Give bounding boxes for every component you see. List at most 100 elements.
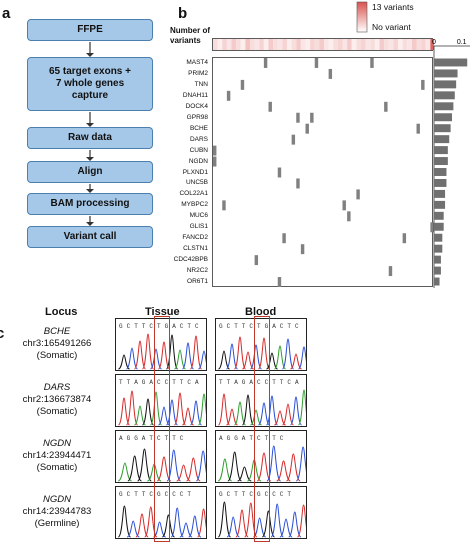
gene-label: COL22A1	[179, 190, 208, 198]
panel-label-a: a	[2, 5, 11, 22]
tissue-trace-chromatogram: G C T T C T G A C T C	[118, 323, 206, 370]
panel-label-b: b	[178, 5, 188, 22]
variant-count-cell	[259, 39, 264, 50]
trace-peak	[182, 407, 194, 426]
blood-trace: A G G A T C T T C	[215, 430, 307, 483]
sequence-text: G C T T C T G A C T C	[219, 323, 299, 330]
variant-cell	[416, 123, 420, 134]
trace-peak	[297, 346, 306, 370]
variant-count-cell	[305, 39, 311, 50]
tissue-trace-chromatogram: G C T T C G C C C T	[117, 491, 206, 538]
trace-peak	[253, 517, 267, 538]
trace-peak	[133, 340, 147, 370]
trace-peak	[297, 389, 306, 426]
variant-cell	[277, 167, 282, 178]
variant-cell	[213, 145, 217, 156]
legend-top-label: 13 variants	[372, 2, 414, 12]
trace-peak	[257, 402, 271, 426]
locus-gene: BCHE	[43, 326, 71, 337]
variant-count-cell	[314, 39, 320, 50]
gene-label: GPR98	[186, 113, 208, 121]
trace-peak	[241, 394, 255, 426]
variant-cell	[300, 244, 305, 255]
gene-label: DNAH11	[182, 91, 208, 99]
trace-peak	[270, 503, 284, 538]
bar-plxnd1	[434, 168, 447, 176]
tissue-trace-chromatogram: A G G A T C T T C	[117, 435, 206, 482]
trace-peak	[281, 338, 295, 370]
bar-bche	[434, 124, 451, 133]
locus-info: NGDN chr14:23944471 (Somatic)	[12, 438, 102, 474]
tissue-trace-chromatogram: T T A G A C C T T C A	[117, 379, 206, 426]
variant-count-cell	[416, 39, 422, 50]
trace-peak	[237, 466, 252, 482]
blood-trace-chromatogram: G C T T C T G A C T C	[218, 323, 306, 370]
sequence-text: A G G A T C T T C	[219, 435, 284, 442]
gene-label: BCHE	[189, 124, 208, 132]
trace-peak	[197, 393, 206, 426]
trace-peak	[227, 451, 242, 482]
bar-col22a1	[434, 189, 446, 198]
trace-peak	[186, 457, 201, 482]
trace-peak	[176, 464, 191, 482]
flow-step-2: 65 target exons + 7 whole genes capture	[27, 57, 153, 111]
variant-count-cell	[236, 39, 241, 50]
tissue-header: Tissue	[145, 306, 180, 318]
bar-cubn	[434, 146, 448, 155]
variant-cell	[430, 222, 434, 233]
variant-count-cell	[254, 39, 260, 50]
locus-coord: chr14:23944471	[22, 450, 92, 461]
bar-or6t1	[434, 277, 440, 286]
blood-trace-chromatogram: G C T T C G C C C T	[217, 491, 306, 538]
variant-cell	[222, 200, 226, 211]
bar-mybpc2	[434, 200, 446, 209]
variant-count-cell	[411, 39, 417, 50]
sequence-text: G C T T C T G A C T C	[119, 323, 199, 330]
flow-arrowhead-2	[86, 123, 94, 127]
locus-coord: chr3:165491266	[22, 338, 92, 349]
trace-peak	[118, 354, 130, 370]
variant-count-cell	[300, 39, 306, 50]
trace-peak	[158, 406, 170, 426]
tissue-trace: T T A G A C C T T C A	[115, 374, 207, 427]
gene-label: NR2C2	[186, 267, 208, 275]
trace-peak	[295, 446, 306, 482]
trace-peak	[127, 455, 142, 482]
locus-gene: DARS	[43, 382, 71, 393]
variant-cell	[213, 156, 217, 167]
trace-peak	[217, 393, 231, 426]
trace-peak	[265, 395, 279, 426]
bar-ngdn	[434, 157, 448, 166]
trace-peak	[161, 514, 175, 538]
flow-step-5: BAM processing	[27, 193, 153, 215]
variant-count-cell	[393, 39, 398, 50]
flow-step-3: Raw data	[27, 127, 153, 149]
legend-color-scale	[356, 1, 368, 33]
trace-peak	[226, 408, 238, 426]
trace-peak	[250, 409, 262, 426]
locus-type: (Somatic)	[36, 350, 78, 361]
trace-peak	[149, 391, 163, 426]
trace-peak	[266, 445, 282, 482]
variant-cell	[421, 79, 425, 90]
bar-clstn1	[434, 244, 443, 253]
variant-count-cell	[231, 39, 237, 50]
variant-cell	[314, 58, 319, 68]
trace-peak	[218, 350, 230, 370]
bar-muc6	[434, 211, 444, 220]
sequence-text: A G G A T C T T C	[119, 435, 184, 442]
trace-peak	[217, 458, 232, 482]
trace-peak	[126, 520, 140, 538]
blood-trace: T T A G A C C T T C A	[215, 374, 307, 427]
trace-peak	[266, 352, 278, 370]
variant-cell	[388, 266, 393, 277]
trace-peak	[290, 353, 302, 370]
flow-arrowhead-1	[86, 53, 94, 57]
variant-count-cell	[296, 39, 301, 50]
trace-peak	[289, 396, 303, 426]
gene-label: MYBPC2	[181, 201, 208, 209]
trace-peak	[226, 516, 240, 538]
trace-peak	[282, 403, 294, 426]
bar-unc5b	[434, 178, 447, 187]
trace-peak	[181, 342, 195, 370]
